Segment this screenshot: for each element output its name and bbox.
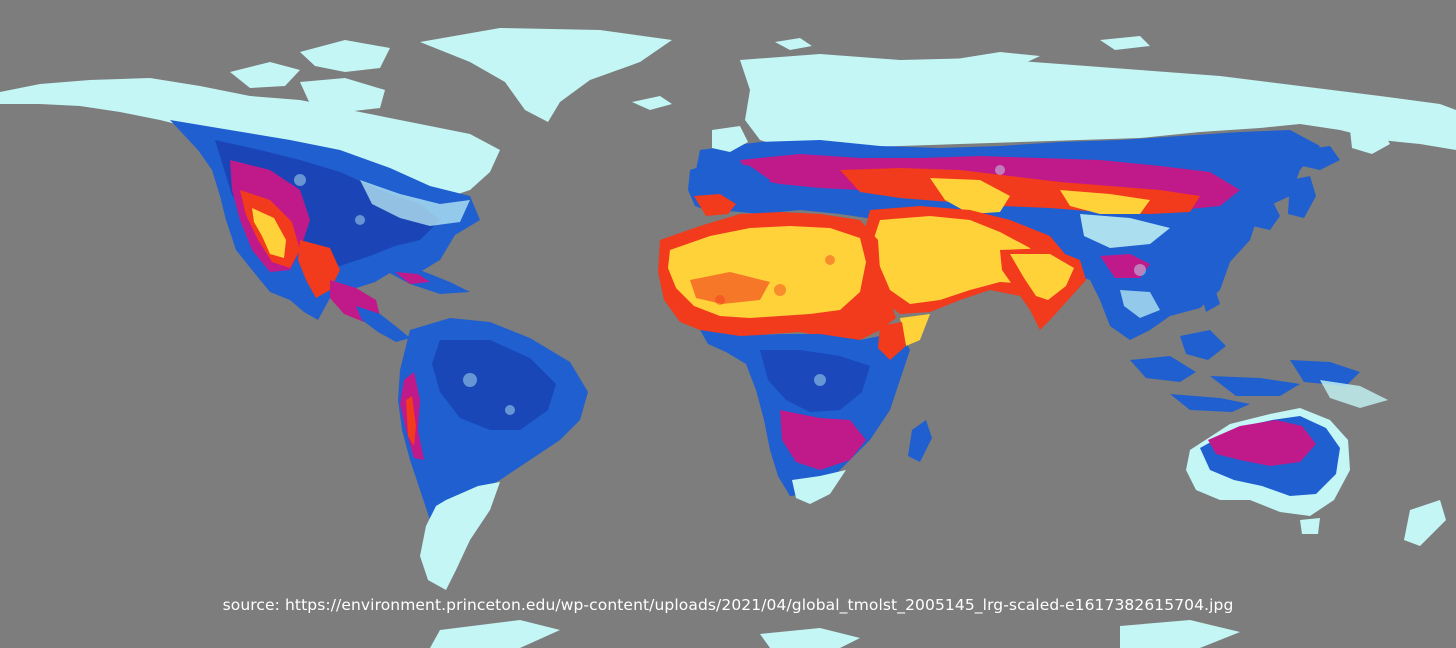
source-caption: source: https://environment.princeton.ed… bbox=[222, 596, 1234, 614]
africa bbox=[658, 212, 932, 504]
australia bbox=[1186, 408, 1446, 546]
eurasia bbox=[688, 54, 1456, 340]
north-america bbox=[0, 78, 500, 342]
south-america bbox=[398, 318, 588, 590]
antarctica bbox=[430, 620, 1240, 648]
noise-texture bbox=[294, 165, 1146, 415]
maritime-asia bbox=[1130, 286, 1388, 412]
